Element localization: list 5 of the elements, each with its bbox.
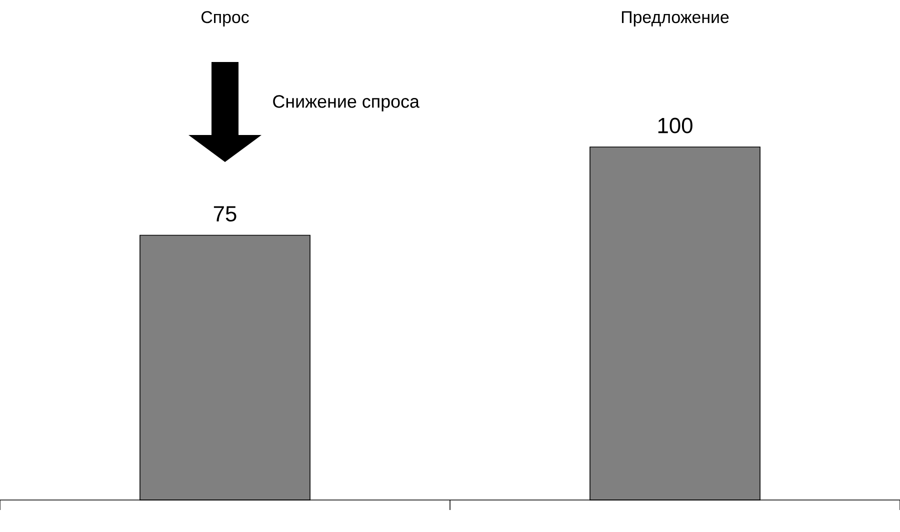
data-label: 75 [214,206,236,222]
data-label: 100 [658,118,692,134]
x-tick-label: Предложение [622,11,729,26]
x-tick-label: Спрос [202,11,249,26]
text: Снижение спроса [273,95,420,112]
